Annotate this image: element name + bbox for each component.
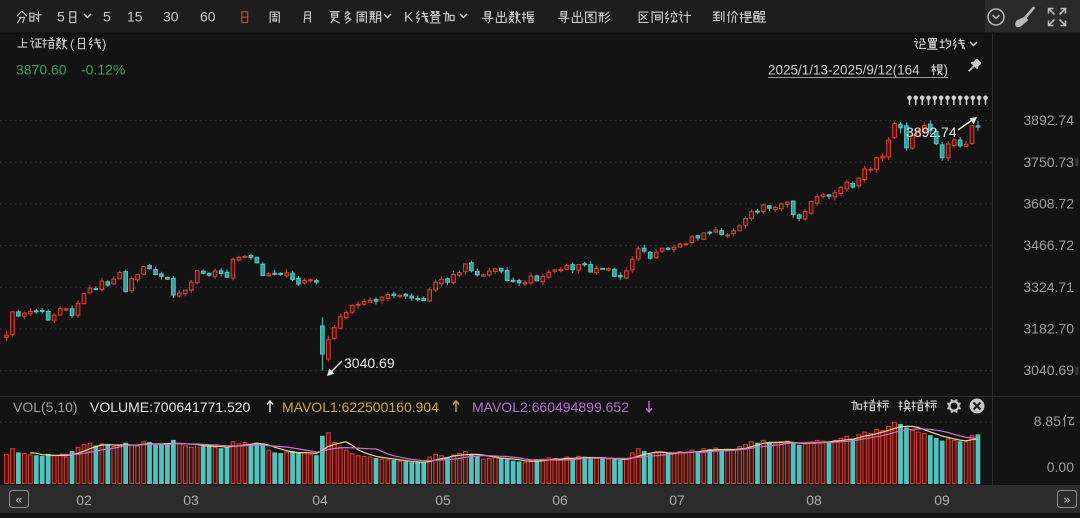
svg-text:5: 5 (57, 9, 65, 25)
svg-text:3040.69: 3040.69 (1023, 362, 1074, 378)
svg-text:09: 09 (934, 492, 950, 508)
svg-text:03: 03 (183, 492, 199, 508)
svg-text:3324.71: 3324.71 (1023, 279, 1074, 295)
svg-text:08: 08 (806, 492, 822, 508)
svg-text:MAVOL1:622500160.904: MAVOL1:622500160.904 (282, 399, 439, 415)
svg-text:«: « (16, 493, 23, 507)
svg-text:»: » (1064, 493, 1071, 507)
svg-text:VOL(5,10): VOL(5,10) (13, 399, 78, 415)
svg-text:VOLUME:700641771.520: VOLUME:700641771.520 (90, 399, 251, 415)
svg-text:15: 15 (127, 9, 143, 25)
svg-text:(: ( (70, 37, 75, 52)
svg-text:04: 04 (312, 492, 328, 508)
svg-text:3040.69: 3040.69 (344, 355, 395, 371)
svg-text:3182.70: 3182.70 (1023, 321, 1074, 337)
svg-text:05: 05 (435, 492, 451, 508)
svg-text:3466.72: 3466.72 (1023, 237, 1074, 253)
svg-text:MAVOL2:660494899.652: MAVOL2:660494899.652 (472, 399, 629, 415)
svg-text:3892.74: 3892.74 (906, 124, 957, 140)
svg-text:3892.74: 3892.74 (1023, 112, 1074, 128)
svg-text:60: 60 (200, 9, 216, 25)
svg-text:07: 07 (669, 492, 685, 508)
svg-text:-0.12%: -0.12% (81, 62, 125, 78)
svg-text:): ) (102, 37, 106, 52)
svg-text:3608.72: 3608.72 (1023, 195, 1074, 211)
svg-text:): ) (944, 63, 949, 78)
svg-text:0.00: 0.00 (1047, 459, 1074, 475)
svg-text:3870.60: 3870.60 (16, 62, 67, 78)
svg-text:06: 06 (552, 492, 568, 508)
svg-text:30: 30 (163, 9, 179, 25)
svg-text:K: K (404, 9, 414, 25)
svg-text:02: 02 (76, 492, 92, 508)
svg-text:3750.73: 3750.73 (1023, 154, 1074, 170)
svg-text:2025/1/13-2025/9/12(164: 2025/1/13-2025/9/12(164 (768, 63, 920, 78)
svg-text:8.85: 8.85 (1034, 413, 1061, 429)
svg-text:5: 5 (103, 9, 111, 25)
